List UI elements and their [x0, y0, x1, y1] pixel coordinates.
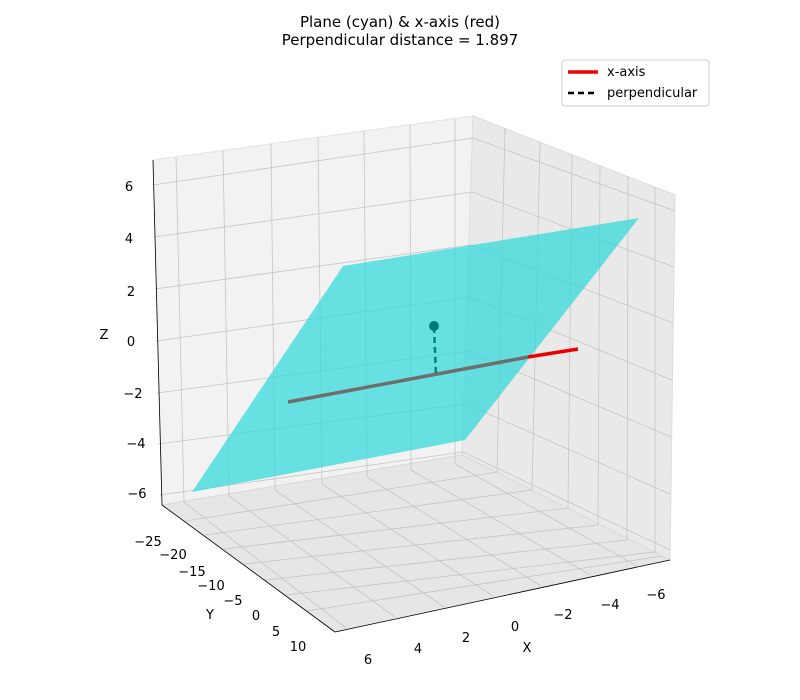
gridline	[321, 483, 494, 597]
legend-label-x-axis: x-axis	[607, 65, 646, 80]
gridline	[243, 524, 599, 565]
gridline	[454, 463, 638, 567]
axis-lines	[152, 159, 671, 633]
x-tick-label: 4	[414, 642, 422, 657]
z-tick-label: 6	[125, 180, 133, 195]
gridline	[465, 403, 671, 495]
y-tick-label: −25	[134, 535, 161, 550]
x-tick-label: −4	[600, 598, 619, 613]
chart-title: Plane (cyan) & x-axis (red)	[300, 13, 500, 31]
gridline	[204, 489, 533, 536]
y-tick-label: 0	[252, 609, 260, 624]
y-tick-label: 10	[290, 640, 307, 655]
z-tick-label: −2	[123, 387, 142, 402]
z-tick-label: 2	[127, 285, 135, 300]
x-tick-label: 2	[462, 631, 470, 646]
legend-box	[561, 59, 710, 107]
z-tick-label: 4	[125, 232, 133, 247]
gridline	[472, 137, 676, 212]
gridline	[264, 539, 628, 581]
gridline	[153, 191, 473, 238]
plane-surface	[192, 218, 639, 492]
gridline	[274, 489, 445, 608]
series-x-axis-line	[527, 347, 579, 359]
gridline	[567, 154, 573, 509]
legend-label-perpendicular: perpendicular	[607, 86, 698, 101]
gridline	[223, 507, 569, 550]
gridline	[306, 555, 663, 612]
axes-panes	[152, 115, 676, 633]
x-ticks: 6 4 2 0 −2 −4 −6	[364, 588, 666, 668]
y-axis-label: Y	[205, 608, 214, 623]
y-tick-label: −15	[178, 565, 205, 580]
gridline	[183, 501, 347, 629]
z-tick-label: −6	[127, 487, 146, 502]
x-axis-label: X	[523, 641, 532, 656]
x-tick-label: −2	[553, 608, 572, 623]
foot-point-marker	[429, 321, 439, 331]
x-tick-label: 6	[364, 653, 372, 668]
chart-subtitle: Perpendicular distance = 1.897	[282, 31, 519, 49]
y-tick-label: −20	[159, 548, 186, 563]
z-tick-label: −4	[126, 437, 145, 452]
gridline	[366, 476, 542, 587]
y-ticks: −25 −20 −15 −10 −5 0 5 10	[134, 535, 306, 655]
gridline	[410, 469, 591, 576]
gridline	[152, 137, 474, 186]
z-tick-label: 0	[127, 335, 135, 350]
y-tick-label: 5	[272, 625, 280, 640]
y-tick-label: −10	[197, 579, 224, 594]
gridline	[285, 551, 656, 596]
y-tick-label: −5	[223, 594, 242, 609]
z-axis-label: Z	[100, 328, 109, 343]
legend: x-axis perpendicular	[561, 59, 710, 107]
gridline	[154, 244, 472, 290]
gridline	[175, 156, 185, 503]
series-perpendicular-line	[432, 326, 438, 377]
z-ticks: 6 4 2 0 −2 −4 −6	[123, 180, 146, 502]
gridline	[462, 451, 671, 551]
gridline	[228, 495, 396, 618]
gridline	[626, 175, 629, 541]
x-tick-label: 0	[511, 620, 519, 635]
series-x-axis-line-under-plane	[287, 355, 529, 404]
x-tick-label: −6	[646, 588, 665, 603]
